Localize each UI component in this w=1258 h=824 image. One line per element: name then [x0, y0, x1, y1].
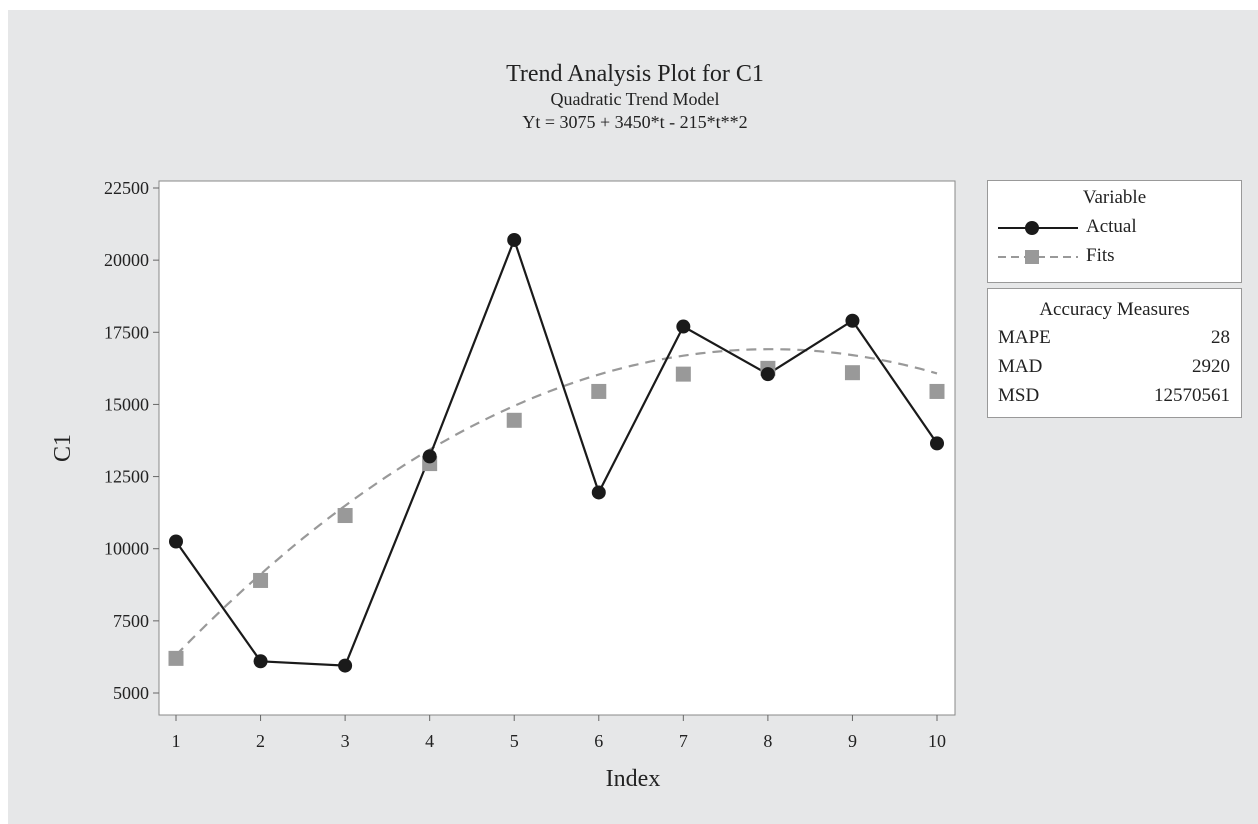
accuracy-label: MAPE — [998, 327, 1051, 348]
x-tick-label: 1 — [172, 731, 181, 751]
x-tick-label: 6 — [594, 731, 603, 751]
axes: 5000 7500 10000 12500 15000 17500 20000 22500 1 2… — [104, 178, 946, 751]
fits-swatch — [998, 250, 1078, 264]
fits-point — [168, 650, 184, 666]
fits-point — [506, 412, 522, 428]
actual-point — [845, 313, 860, 328]
accuracy-value: 28 — [1211, 327, 1230, 348]
x-axis-label: Index — [606, 766, 661, 792]
chart-subtitle: Quadratic Trend Model — [550, 89, 720, 109]
y-tick-label: 5000 — [113, 683, 149, 703]
fits-point — [337, 508, 353, 524]
accuracy-value: 2920 — [1192, 356, 1230, 377]
x-tick-label: 10 — [928, 731, 946, 751]
chart-titles: Trend Analysis Plot for C1 Quadratic Tre… — [0, 60, 1258, 134]
fits-point — [591, 383, 607, 399]
x-tick-label: 2 — [256, 731, 265, 751]
legend-label-actual: Actual — [1086, 216, 1137, 237]
fits-point — [253, 572, 269, 588]
fits-trend-curve — [175, 348, 938, 656]
actual-line — [175, 236, 938, 667]
y-tick-label: 12500 — [104, 467, 149, 487]
y-tick-label: 22500 — [104, 178, 149, 198]
actual-point — [676, 319, 691, 334]
fits-point — [844, 365, 860, 381]
x-tick-label: 7 — [679, 731, 688, 751]
fits-point — [675, 366, 691, 382]
actual-point — [760, 367, 775, 382]
actual-point — [253, 654, 268, 669]
x-tick-label: 4 — [425, 731, 434, 751]
trend-equation: Yt = 3075 + 3450*t - 215*t**2 — [522, 112, 748, 132]
actual-point — [591, 485, 606, 500]
y-tick-label: 15000 — [104, 394, 149, 414]
y-tick-label: 17500 — [104, 322, 149, 342]
legend-variable: Variable Actual Fits — [987, 180, 1242, 283]
x-tick-label: 5 — [510, 731, 519, 751]
accuracy-title: Accuracy Measures — [1039, 299, 1190, 320]
y-axis-label: C1 — [50, 434, 76, 462]
actual-point — [169, 534, 183, 549]
fit-curve — [175, 348, 938, 656]
y-tick-label: 20000 — [104, 250, 149, 270]
x-tick-label: 8 — [763, 731, 772, 751]
actual-point — [338, 658, 353, 673]
accuracy-label: MSD — [998, 385, 1040, 406]
y-tick-label: 10000 — [104, 539, 149, 559]
x-tick-label: 9 — [848, 731, 857, 751]
legend-title: Variable — [1082, 187, 1147, 208]
chart-title: Trend Analysis Plot for C1 — [506, 61, 764, 87]
markers — [168, 232, 945, 673]
fits-point — [929, 383, 945, 399]
actual-swatch — [998, 221, 1078, 235]
accuracy-value: 12570561 — [1154, 385, 1230, 406]
y-tick-label: 7500 — [113, 611, 149, 631]
accuracy-label: MAD — [998, 356, 1043, 377]
plot-area — [158, 180, 956, 716]
actual-series-line — [175, 236, 938, 667]
actual-point — [930, 436, 944, 451]
legend-label-fits: Fits — [1086, 245, 1115, 266]
actual-point — [507, 232, 522, 247]
x-tick-label: 3 — [341, 731, 350, 751]
actual-point — [422, 449, 437, 464]
accuracy-measures: Accuracy Measures MAPE 28 MAD 2920 MSD 1… — [987, 288, 1242, 418]
